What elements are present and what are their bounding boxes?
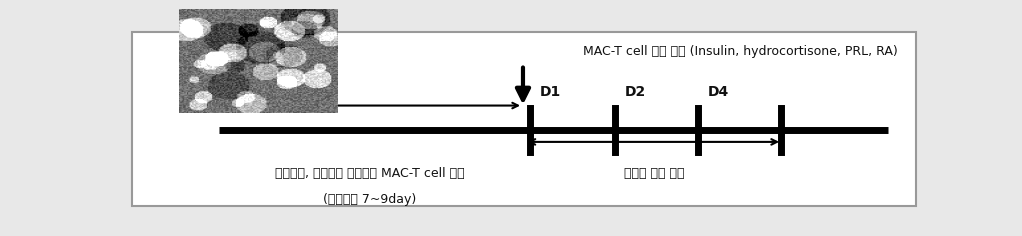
- FancyBboxPatch shape: [132, 32, 916, 206]
- Text: (배양기간 7~9day): (배양기간 7~9day): [323, 193, 416, 206]
- Text: 유전자 발현 확인: 유전자 발현 확인: [624, 167, 685, 180]
- Text: 고에너지, 저에너지 배지에서 MAC-T cell 배양: 고에너지, 저에너지 배지에서 MAC-T cell 배양: [275, 167, 464, 180]
- Text: D2: D2: [624, 85, 646, 99]
- Text: MAC-T cell 분화 유도 (Insulin, hydrocortisone, PRL, RA): MAC-T cell 분화 유도 (Insulin, hydrocortison…: [584, 46, 898, 59]
- Text: D1: D1: [540, 85, 561, 99]
- Text: D4: D4: [707, 85, 729, 99]
